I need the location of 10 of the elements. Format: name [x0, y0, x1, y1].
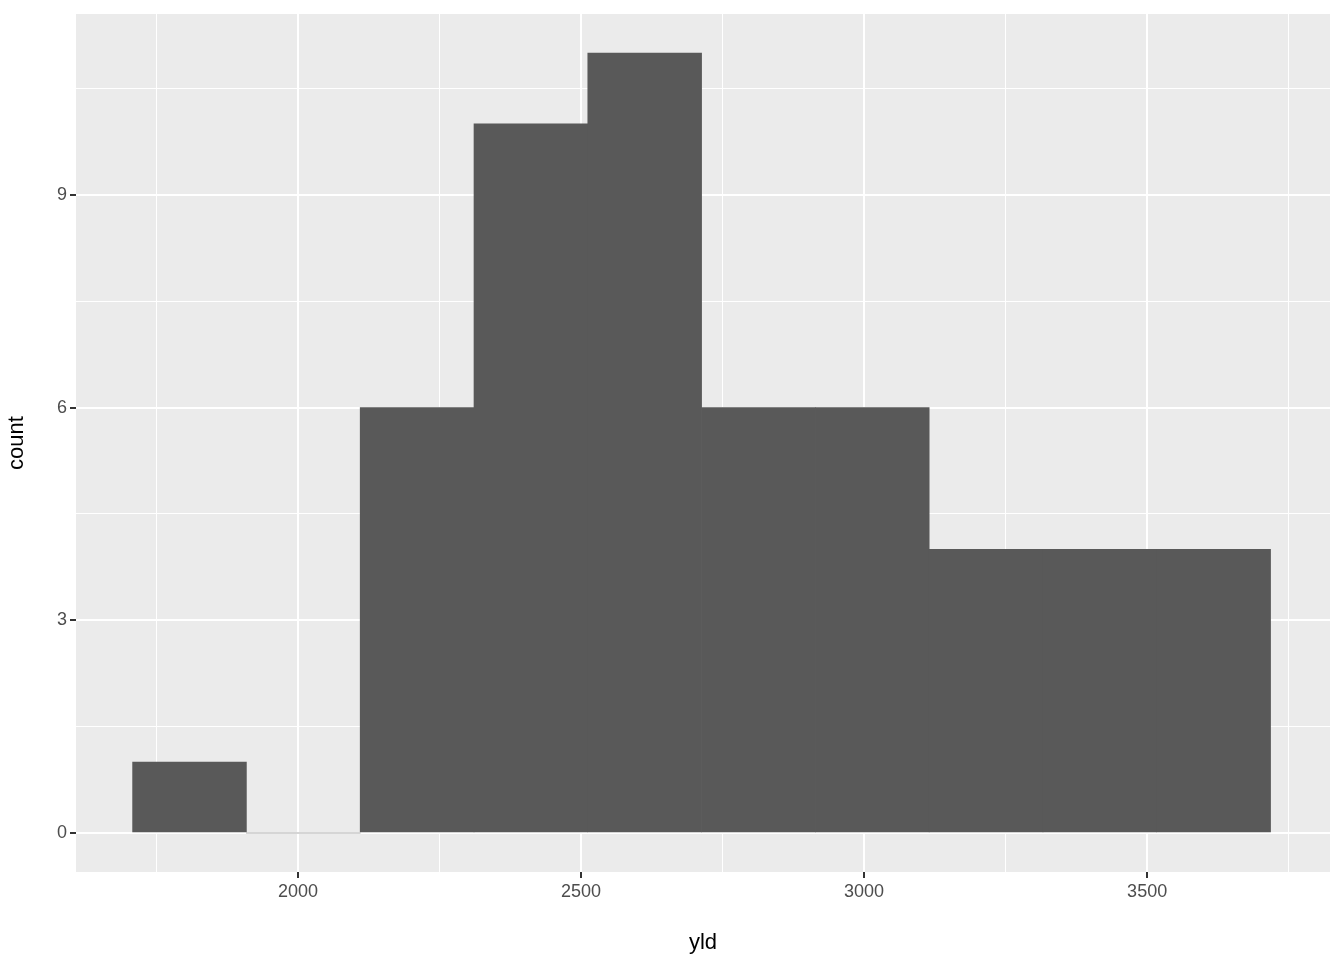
- y-axis-title: count: [3, 416, 29, 470]
- x-tick-label: 2000: [277, 880, 318, 901]
- x-tick-label: 3500: [1127, 880, 1168, 901]
- x-axis-title: yld: [688, 928, 718, 954]
- y-tick-label: 6: [56, 396, 67, 417]
- x-tick-label: 3000: [844, 880, 885, 901]
- y-tick-label: 9: [56, 183, 67, 204]
- y-tick-label: 0: [56, 821, 67, 842]
- y-tick-label: 3: [56, 609, 67, 630]
- x-tick-label: 2500: [560, 880, 602, 901]
